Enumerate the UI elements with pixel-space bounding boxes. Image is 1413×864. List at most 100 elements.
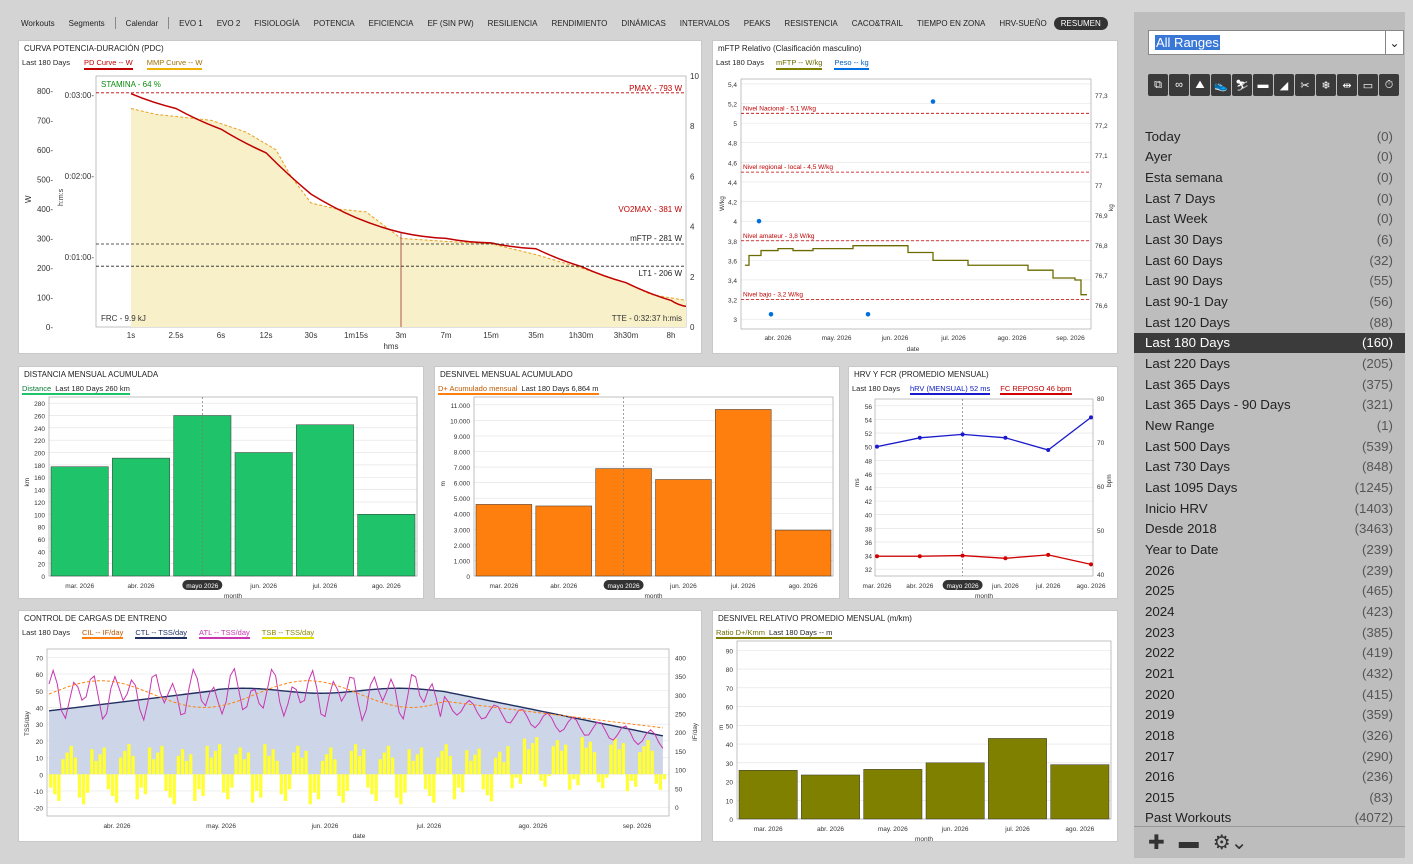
legend-ratio[interactable]: Ratio D+/Kmm [716, 628, 765, 637]
tab-peaks[interactable]: PEAKS [743, 18, 771, 28]
range-item[interactable]: 2017 (290) [1134, 746, 1405, 767]
tsb-bar [506, 746, 510, 775]
elevation-chart: 11.000 10.000 9.000 8.000 7.000 6.000 5.000 4.0… [440, 396, 834, 600]
minus-icon[interactable]: ▬ [1178, 831, 1199, 853]
range-count: (88) [1369, 314, 1393, 330]
legend-hrv[interactable]: hRV (MENSUAL) 52 ms [909, 384, 991, 395]
tab-workouts[interactable]: Workouts [21, 18, 55, 28]
range-item[interactable]: 2022 (419) [1134, 642, 1405, 663]
legend-mftp[interactable]: mFTP -- W/kg [775, 58, 823, 70]
range-item[interactable]: Year to Date (239) [1134, 539, 1405, 560]
tab-resistencia[interactable]: RESISTENCIA [784, 18, 838, 28]
range-item[interactable]: Last 90 Days (55) [1134, 271, 1405, 292]
legend-cil[interactable]: CIL -- IF/day [81, 628, 124, 639]
range-item[interactable]: Last 180 Days (160) [1134, 332, 1405, 354]
tsb-bar [419, 747, 424, 775]
range-item[interactable]: Last 500 Days (539) [1134, 436, 1405, 457]
tab-resiliencia[interactable]: RESILIENCIA [487, 18, 538, 28]
tab-hrv-sue-o[interactable]: HRV-SUEÑO [999, 18, 1047, 28]
range-item[interactable]: Esta semana (0) [1134, 167, 1405, 188]
tab-evo-1[interactable]: EVO 1 [179, 18, 203, 28]
range-item[interactable]: Last 30 Days (6) [1134, 229, 1405, 250]
gear-icon[interactable]: ⚙⌄ [1212, 832, 1248, 854]
range-item[interactable]: 2025 (465) [1134, 580, 1405, 601]
range-item[interactable]: Past Workouts (4072) [1134, 808, 1405, 826]
range-item[interactable]: Ayer (0) [1134, 147, 1405, 168]
tsb-bar [609, 744, 613, 775]
running-shoe-icon[interactable]: ◢ [1274, 74, 1294, 96]
tab-potencia[interactable]: POTENCIA [313, 18, 355, 28]
x-tick-label: 15m [483, 331, 499, 340]
tab-caco-trail[interactable]: CACO&TRAIL [851, 18, 903, 28]
range-item[interactable]: Desde 2018 (3463) [1134, 518, 1405, 539]
sneaker-icon[interactable]: ▬ [1253, 74, 1273, 96]
range-item[interactable]: Last 365 Days - 90 Days (321) [1134, 395, 1405, 416]
range-count: (0) [1376, 190, 1393, 206]
legend-elevation[interactable]: D+ Acumulado mensual [438, 384, 518, 393]
range-item[interactable]: 2026 (239) [1134, 560, 1405, 581]
tab-tiempo-en-zona[interactable]: TIEMPO EN ZONA [916, 18, 986, 28]
tab-din-micas[interactable]: DINÁMICAS [621, 18, 666, 28]
stopwatch-icon[interactable]: ⏱ [1379, 74, 1399, 96]
range-item[interactable]: Last 90-1 Day (56) [1134, 291, 1405, 312]
tab-intervalos[interactable]: INTERVALOS [679, 18, 730, 28]
legend-mmp-curve[interactable]: MMP Curve -- W [146, 58, 203, 70]
tab-rendimiento[interactable]: RENDIMIENTO [551, 18, 608, 28]
tab-ef-sin-pw-[interactable]: EF (SIN PW) [427, 18, 474, 28]
legend-peso[interactable]: Peso -- kg [834, 58, 869, 70]
link-icon[interactable]: ∞ [1169, 74, 1189, 96]
range-item[interactable]: Last 120 Days (88) [1134, 312, 1405, 333]
chevron-down-icon[interactable]: ⌄ [1385, 31, 1403, 54]
range-dropdown[interactable]: All Ranges ⌄ [1148, 30, 1404, 55]
range-item[interactable]: Last 60 Days (32) [1134, 250, 1405, 271]
range-item[interactable]: 2023 (385) [1134, 622, 1405, 643]
range-item[interactable]: Last 7 Days (0) [1134, 188, 1405, 209]
x-tick-label: ago. 2026 [789, 583, 818, 590]
tab-eficiencia[interactable]: EFICIENCIA [368, 18, 414, 28]
tools-icon[interactable]: ✂ [1295, 74, 1315, 96]
range-item[interactable]: Last Week (0) [1134, 209, 1405, 230]
x-tick-label: 8h [667, 331, 676, 340]
range-item[interactable]: Last 1095 Days (1245) [1134, 477, 1405, 498]
range-item[interactable]: Last 365 Days (375) [1134, 374, 1405, 395]
tsb-bar [461, 774, 465, 793]
tsb-bar [539, 774, 543, 781]
copy-icon[interactable]: ⧉ [1148, 74, 1168, 96]
x-tick-label: ago. 2026 [998, 335, 1027, 342]
rower-icon[interactable]: ▭ [1358, 74, 1378, 96]
hiking-icon[interactable]: ⛰ [1190, 74, 1210, 96]
range-item[interactable]: Inicio HRV (1403) [1134, 498, 1405, 519]
dumbbell-icon[interactable]: ⇹ [1337, 74, 1357, 96]
tab-segments[interactable]: Segments [68, 18, 105, 28]
right-tick-label: 40 [1097, 572, 1105, 579]
range-item[interactable]: 2016 (236) [1134, 766, 1405, 787]
tab-calendar[interactable]: Calendar [125, 18, 159, 28]
range-item[interactable]: 2024 (423) [1134, 601, 1405, 622]
range-item[interactable]: Last 220 Days (205) [1134, 353, 1405, 374]
legend-pd-curve[interactable]: PD Curve -- W [83, 58, 133, 70]
snowflake-icon[interactable]: ❄ [1316, 74, 1336, 96]
ski-icon[interactable]: ⛷ [1232, 74, 1252, 96]
range-item[interactable]: 2015 (83) [1134, 787, 1405, 808]
tab-fisiolog-a[interactable]: FISIOLOGÍA [254, 18, 300, 28]
range-item[interactable]: 2019 (359) [1134, 704, 1405, 725]
range-item[interactable]: Last 730 Days (848) [1134, 457, 1405, 478]
shoe-icon[interactable]: 👟 [1211, 74, 1231, 96]
range-item[interactable]: 2020 (415) [1134, 684, 1405, 705]
range-item[interactable]: 2021 (432) [1134, 663, 1405, 684]
tsb-bar [374, 774, 378, 801]
range-item[interactable]: 2018 (326) [1134, 725, 1405, 746]
tsb-bar [316, 774, 321, 800]
legend-ctl[interactable]: CTL -- TSS/day [135, 628, 188, 639]
legend-fc-reposo[interactable]: FC REPOSO 46 bpm [1000, 384, 1072, 395]
tsb-bar [263, 744, 267, 775]
y-tick-label: 80 [726, 667, 734, 674]
legend-atl[interactable]: ATL -- TSS/day [199, 628, 250, 639]
legend-tsb[interactable]: TSB -- TSS/day [261, 628, 315, 639]
tab-resumen[interactable]: RESUMEN [1053, 16, 1108, 30]
legend-distance[interactable]: Distance [22, 384, 52, 393]
range-item[interactable]: Today (0) [1134, 126, 1405, 147]
range-item[interactable]: New Range (1) [1134, 415, 1405, 436]
tab-evo-2[interactable]: EVO 2 [216, 18, 241, 28]
plus-icon[interactable]: ✚ [1148, 832, 1165, 854]
